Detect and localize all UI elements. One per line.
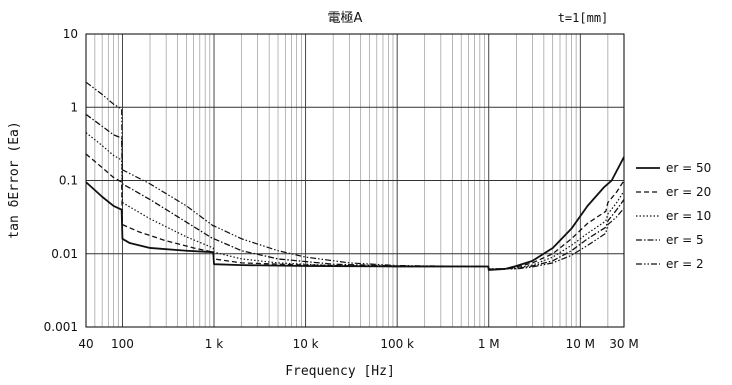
y-tick-label: 1 (70, 100, 78, 114)
x-tick-label: 1 M (478, 337, 500, 351)
series-line (85, 81, 625, 270)
x-tick-label: 1 k (205, 337, 223, 351)
plot-area (85, 33, 625, 328)
x-tick-label: 100 (111, 337, 134, 351)
x-tick-label: 10 M (566, 337, 595, 351)
x-axis-label: Frequency [Hz] (285, 364, 395, 379)
x-tick-label: 100 k (380, 337, 414, 351)
chart-title: 電極A (328, 10, 363, 26)
y-axis-label: tan δError (Ea) (7, 121, 22, 238)
x-tick-label: 30 M (609, 337, 638, 351)
series-lines (85, 81, 625, 271)
legend-label: er = 20 (666, 185, 711, 199)
series-line (85, 153, 625, 271)
tick-labels: 40 100 1 k 10 k 100 k 1 M 10 M 30 M 10 1 0.1 0.01 0.… (44, 27, 639, 351)
y-tick-label: 10 (63, 27, 78, 41)
y-tick-label: 0.1 (59, 174, 78, 188)
grid (86, 34, 624, 327)
legend-label: er = 5 (666, 233, 704, 247)
legend-label: er = 2 (666, 257, 704, 271)
y-tick-label: 0.01 (51, 247, 78, 261)
series-line (85, 156, 625, 271)
thickness-annotation: t=1[mm] (558, 11, 609, 25)
x-tick-label: 10 k (293, 337, 319, 351)
legend-label: er = 50 (666, 161, 711, 175)
legend: er = 50 er = 20 er = 10 er = 5 er = 2 (636, 161, 711, 271)
y-tick-label: 0.001 (44, 320, 78, 334)
x-tick-label: 40 (78, 337, 93, 351)
legend-label: er = 10 (666, 209, 711, 223)
series-line (85, 113, 625, 270)
